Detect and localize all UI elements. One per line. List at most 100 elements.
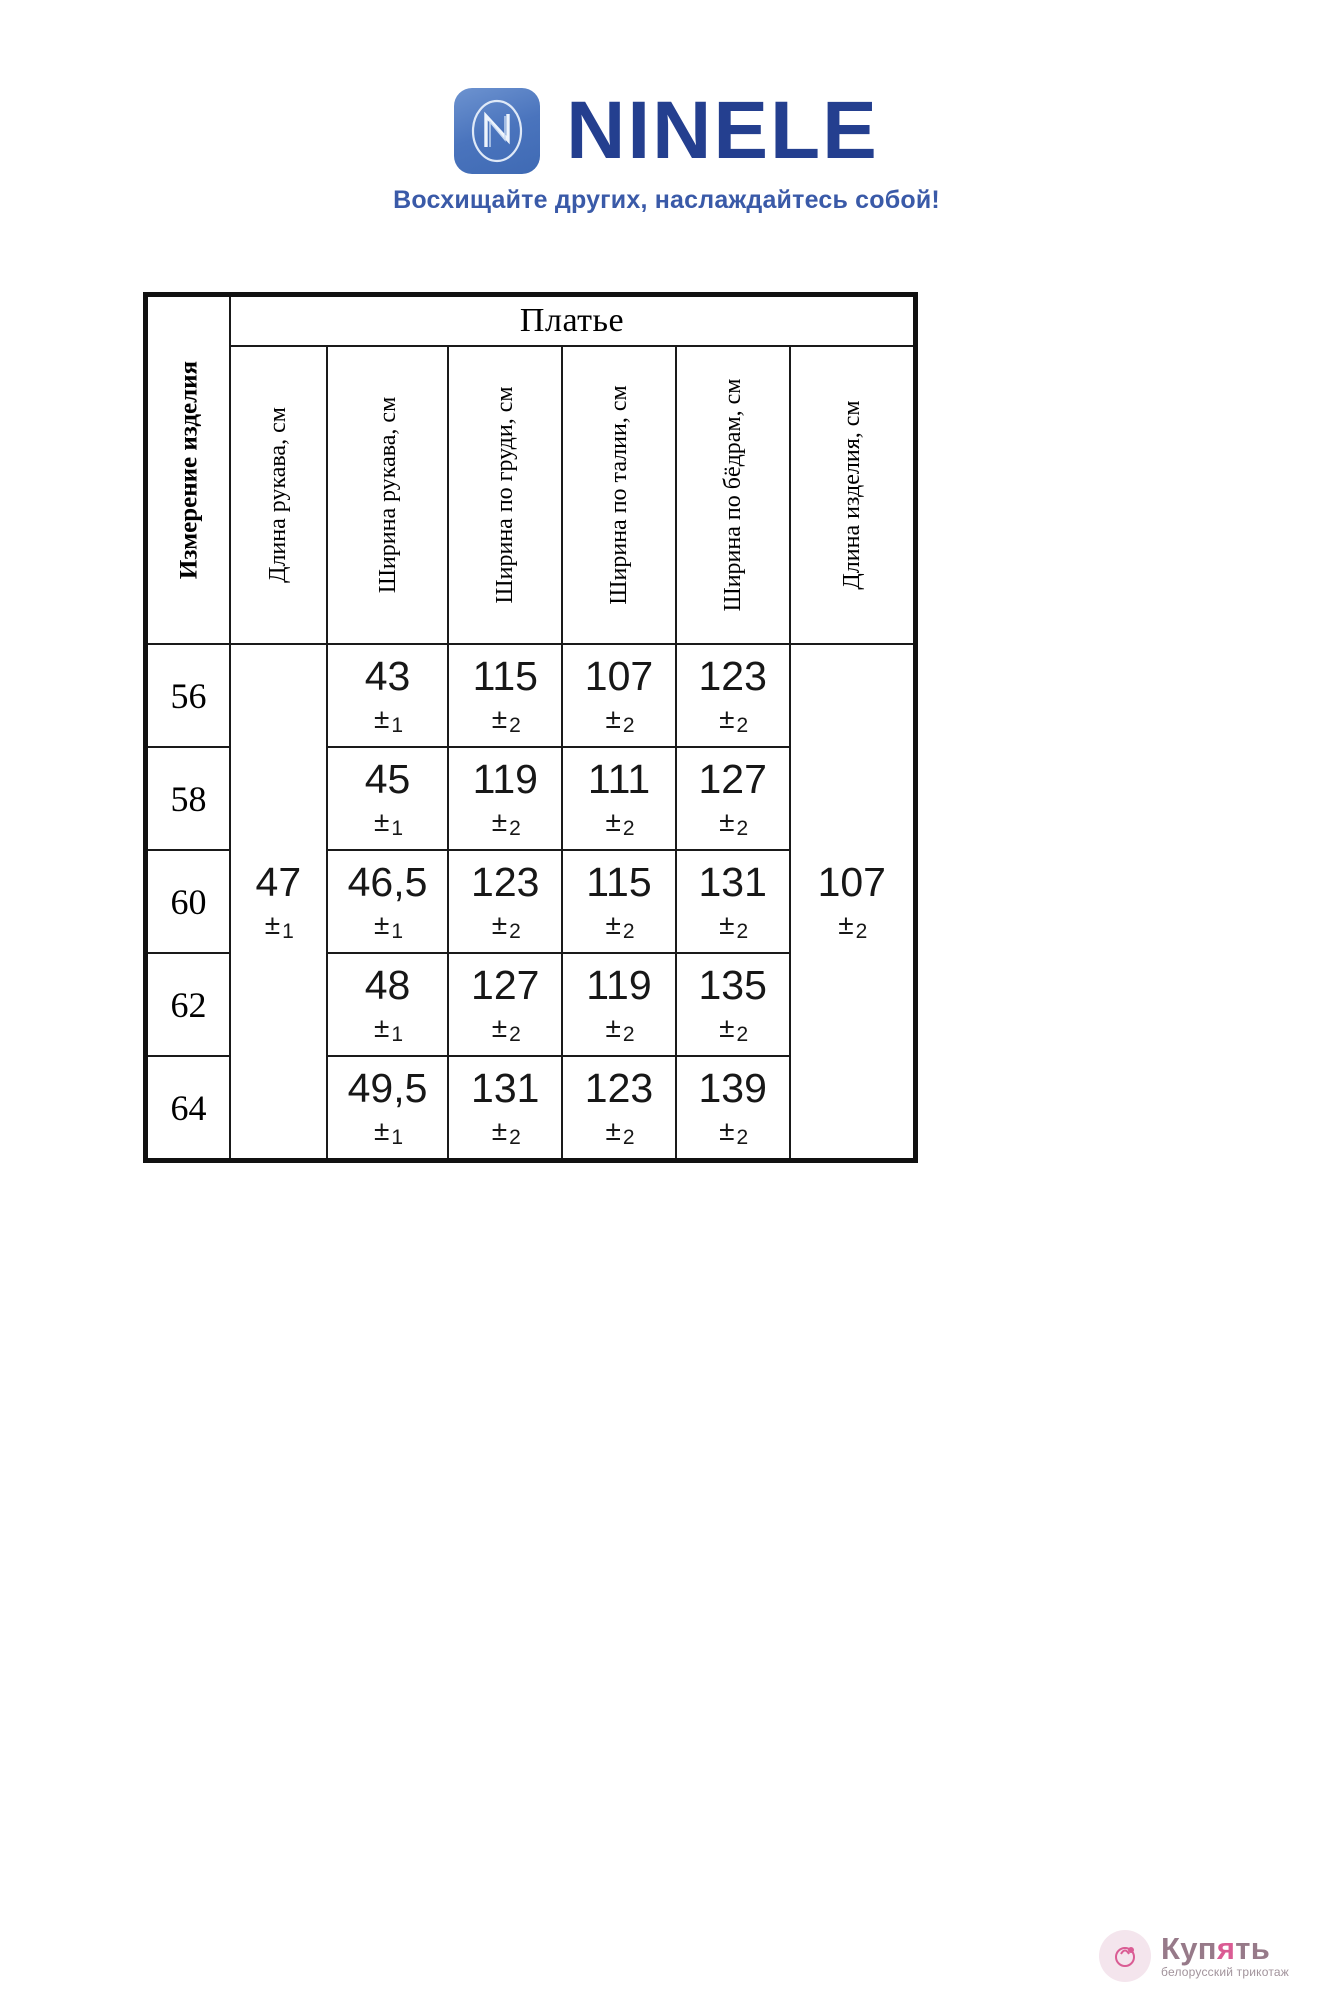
tolerance-sleeve-width: ±1 <box>373 909 403 943</box>
tolerance-symbol: ± <box>719 703 735 734</box>
ninele-monogram-icon <box>454 88 541 174</box>
value-sleeve-width: 48 <box>364 962 411 1008</box>
tolerance-value: 1 <box>282 920 294 943</box>
cell-hips-width: 127 ±2 <box>674 746 791 851</box>
tolerance-value: 2 <box>509 1023 521 1046</box>
tolerance-value: 2 <box>622 1023 635 1046</box>
tolerance-sleeve-width: ±1 <box>373 703 403 737</box>
tolerance-value: 2 <box>736 920 749 943</box>
value-sleeve-width: 45 <box>364 756 411 802</box>
value-chest-width: 127 <box>471 962 540 1008</box>
cell-sleeve-width: 43 ±1 <box>325 643 450 748</box>
tolerance-symbol: ± <box>373 806 390 837</box>
tolerance-symbol: ± <box>719 909 735 940</box>
table-row: 60 46,5 ±1 123 ±2 115 ±2 <box>144 849 916 954</box>
cell-hips-width: 131 ±2 <box>674 849 791 954</box>
tolerance-symbol: ± <box>373 1115 390 1146</box>
size-label: 62 <box>144 952 232 1057</box>
value-waist-width: 111 <box>587 756 651 802</box>
shopping-bag-icon <box>1099 1930 1152 1982</box>
watermark-title-prefix: Куп <box>1161 1931 1217 1967</box>
site-watermark: Купять белорусский трикотаж <box>1099 1930 1289 1982</box>
cell-chest-width: 127 ±2 <box>447 952 564 1057</box>
tolerance-symbol: ± <box>605 806 621 837</box>
tolerance-symbol: ± <box>264 909 281 940</box>
cell-chest-width: 123 ±2 <box>447 849 564 954</box>
tolerance-waist-width: ±2 <box>605 1117 634 1149</box>
watermark-text: Купять белорусский трикотаж <box>1161 1933 1289 1978</box>
tolerance-value: 2 <box>855 920 868 943</box>
brand-tagline: Восхищайте других, наслаждайтесь собой! <box>393 186 940 214</box>
tolerance-symbol: ± <box>491 806 508 837</box>
value-chest-width: 131 <box>471 1065 540 1111</box>
group-title-dress: Платье <box>229 293 917 347</box>
tolerance-hips-width: ±2 <box>719 808 748 840</box>
size-table: Измерение изделия Платье Длина рукава, с… <box>143 292 918 1163</box>
value-waist-width: 119 <box>586 962 652 1008</box>
column-header-hips-width: Ширина по бёдрам, см <box>674 345 791 645</box>
brand-lockup: NINELE <box>0 88 1333 174</box>
column-header-item-length-label: Длина изделия, см <box>838 400 865 590</box>
tolerance-waist-width: ±2 <box>605 806 634 840</box>
cell-sleeve-width: 46,5 ±1 <box>325 849 450 954</box>
tolerance-value: 2 <box>622 714 635 737</box>
cell-waist-width: 107 ±2 <box>561 643 677 748</box>
tolerance-value: 2 <box>509 817 521 840</box>
watermark-subtitle: белорусский трикотаж <box>1161 1964 1289 1979</box>
column-header-chest-width-label: Ширина по груди, см <box>492 386 519 604</box>
row-header-measurement: Измерение изделия <box>144 293 232 645</box>
tolerance-symbol: ± <box>491 909 508 940</box>
table-row: 56 47 ±1 43 ±1 <box>144 643 917 1162</box>
value-chest-width: 119 <box>472 756 538 802</box>
tolerance-hips-width: ±2 <box>719 1115 748 1149</box>
watermark-title-accent: я <box>1216 1931 1236 1967</box>
tolerance-chest-width: ±2 <box>492 1117 521 1149</box>
watermark-title: Купять <box>1161 1933 1289 1966</box>
value-sleeve-width: 49,5 <box>347 1065 428 1111</box>
column-header-item-length: Длина изделия, см <box>788 345 917 645</box>
tolerance-symbol: ± <box>605 1012 621 1043</box>
cell-hips-width: 123 ±2 <box>674 643 791 748</box>
tolerance-waist-width: ±2 <box>605 705 634 737</box>
value-item-length: 107 <box>817 859 886 905</box>
tolerance-sleeve-width: ±1 <box>374 1014 403 1046</box>
tolerance-value: 1 <box>391 714 404 737</box>
tolerance-value: 2 <box>509 920 521 943</box>
cell-waist-width: 111 ±2 <box>561 746 677 851</box>
size-label: 56 <box>144 643 232 748</box>
tolerance-value: 2 <box>509 1126 521 1149</box>
value-chest-width: 115 <box>472 653 538 699</box>
tolerance-chest-width: ±2 <box>491 703 521 737</box>
value-sleeve-length: 47 <box>255 859 302 905</box>
tolerance-chest-width: ±2 <box>491 806 521 840</box>
tolerance-symbol: ± <box>491 703 508 734</box>
tolerance-symbol: ± <box>719 1012 735 1043</box>
tolerance-symbol: ± <box>373 703 390 734</box>
tolerance-symbol: ± <box>719 1115 735 1146</box>
tolerance-waist-width: ±2 <box>605 1012 634 1046</box>
tolerance-item-length: ±2 <box>838 911 867 943</box>
tolerance-value: 1 <box>391 817 404 840</box>
cell-sleeve-width: 48 ±1 <box>325 952 450 1057</box>
tolerance-value: 1 <box>391 1126 404 1149</box>
cell-chest-width: 131 ±2 <box>447 1055 564 1162</box>
value-waist-width: 107 <box>584 653 654 699</box>
tolerance-value: 2 <box>736 714 749 737</box>
value-hips-width: 123 <box>698 653 767 699</box>
column-header-sleeve-length: Длина рукава, см <box>229 345 328 645</box>
tolerance-symbol: ± <box>605 909 621 940</box>
size-chart: Измерение изделия Платье Длина рукава, с… <box>143 292 918 1163</box>
tolerance-symbol: ± <box>373 909 390 940</box>
tolerance-value: 2 <box>736 817 749 840</box>
value-sleeve-width: 46,5 <box>347 859 428 905</box>
value-hips-width: 135 <box>698 962 767 1008</box>
value-waist-width: 123 <box>584 1065 654 1111</box>
cell-item-length-merged: 107 ±2 <box>788 643 917 1162</box>
brand-header: NINELE Восхищайте других, наслаждайтесь … <box>0 88 1333 215</box>
cell-chest-width: 119 ±2 <box>447 746 564 851</box>
tolerance-value: 2 <box>622 920 635 943</box>
table-row: 58 45 ±1 119 ±2 111 ±2 <box>144 746 916 851</box>
value-hips-width: 139 <box>698 1065 767 1111</box>
cell-waist-width: 115 ±2 <box>561 849 677 954</box>
row-header-measurement-label: Измерение изделия <box>174 360 202 580</box>
